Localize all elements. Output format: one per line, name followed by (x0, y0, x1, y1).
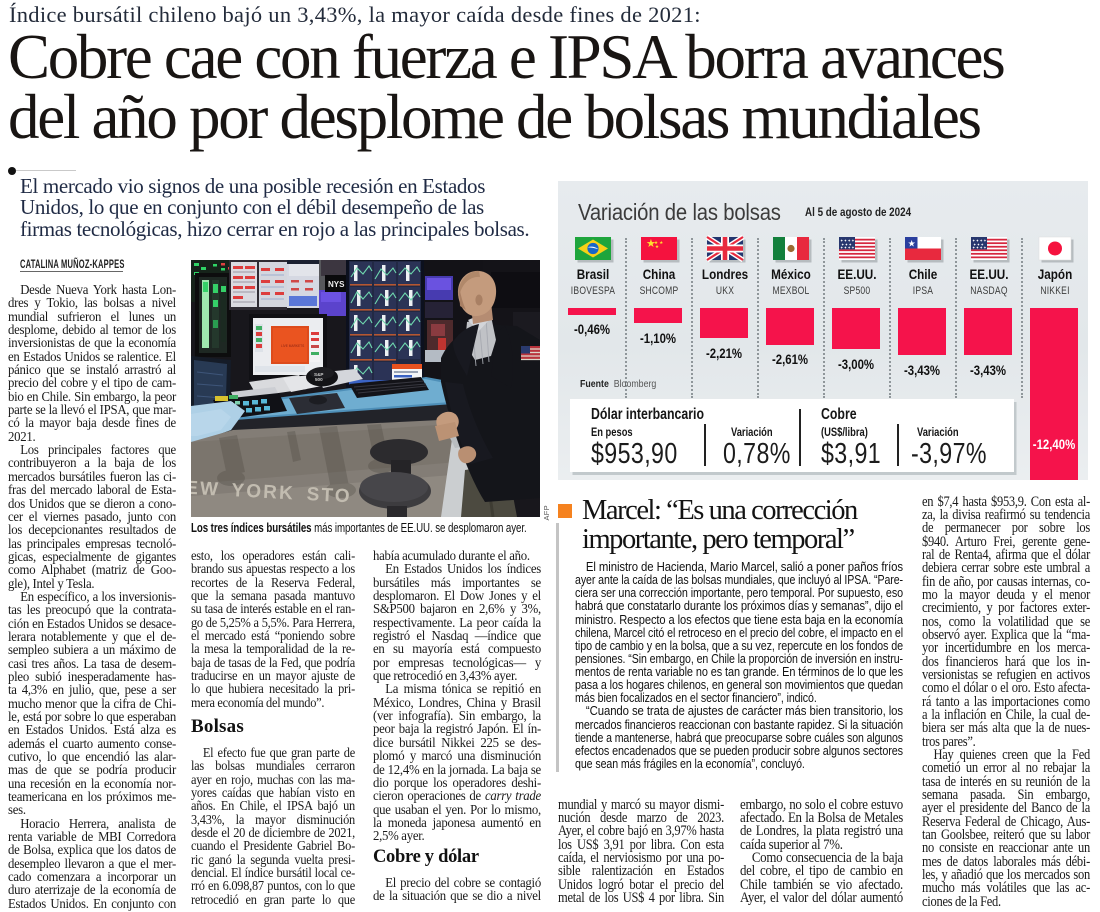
svg-text:★: ★ (908, 239, 916, 249)
svg-text:★: ★ (646, 238, 656, 250)
svg-text:LIVE MARKETS: LIVE MARKETS (281, 344, 304, 348)
svg-text:✦✦✦: ✦✦✦ (973, 242, 985, 247)
svg-text:★: ★ (655, 244, 660, 249)
svg-text:✦✦✦✦: ✦✦✦✦ (972, 238, 987, 243)
svg-text:✦✦✦: ✦✦✦ (841, 242, 853, 247)
svg-text:✦✦✦✦: ✦✦✦✦ (972, 245, 987, 250)
svg-text:500: 500 (315, 377, 323, 382)
svg-text:★ ★: ★ ★ (654, 240, 664, 245)
svg-text:S&P: S&P (314, 372, 323, 377)
svg-text:NYS: NYS (328, 280, 345, 289)
svg-text:✦✦✦✦: ✦✦✦✦ (840, 245, 855, 250)
svg-text:✦✦✦✦: ✦✦✦✦ (840, 238, 855, 243)
